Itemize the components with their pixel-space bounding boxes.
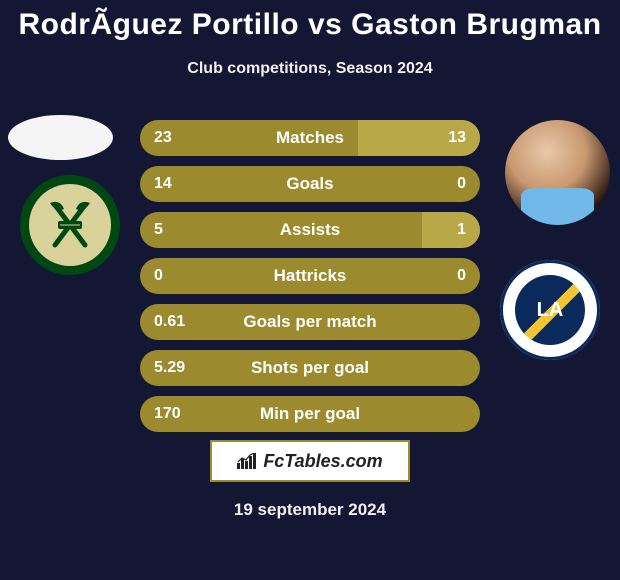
stat-value-left: 0 [154, 258, 163, 294]
stat-row: Shots per goal5.29 [140, 350, 480, 386]
brand-badge: FcTables.com [210, 440, 410, 482]
stats-panel: Matches2313Goals140Assists51Hattricks00G… [140, 120, 480, 442]
stat-value-left: 5.29 [154, 350, 185, 386]
stat-label: Matches [140, 120, 480, 156]
stat-value-right: 1 [457, 212, 466, 248]
stat-label: Shots per goal [140, 350, 480, 386]
stat-value-left: 14 [154, 166, 172, 202]
stat-value-left: 0.61 [154, 304, 185, 340]
subtitle: Club competitions, Season 2024 [0, 60, 620, 78]
stat-row: Goals14 0 [140, 166, 480, 202]
left-player-photo [8, 115, 113, 160]
stat-value-left: 5 [154, 212, 163, 248]
right-player-photo [505, 120, 610, 225]
left-club-badge [20, 175, 120, 275]
stat-label: Goals per match [140, 304, 480, 340]
stat-value-right: 0 [457, 258, 466, 294]
la-galaxy-icon: LA [515, 275, 585, 345]
stat-value-right: 0 [457, 166, 466, 202]
stat-row: Goals per match0.61 [140, 304, 480, 340]
stat-value-left: 170 [154, 396, 181, 432]
axe-icon [40, 195, 100, 255]
brand-label: FcTables.com [263, 451, 382, 472]
page-title: RodrÃ­guez Portillo vs Gaston Brugman [0, 0, 620, 42]
stat-label: Goals [140, 166, 480, 202]
brand-chart-icon [237, 453, 257, 469]
stat-row: Assists5 1 [140, 212, 480, 248]
stat-label: Hattricks [140, 258, 480, 294]
date-label: 19 september 2024 [0, 500, 620, 520]
stat-label: Assists [140, 212, 480, 248]
stat-row: Hattricks0 0 [140, 258, 480, 294]
timbers-icon [29, 184, 111, 266]
right-club-badge: LA [500, 260, 600, 360]
stat-row: Matches23 13 [140, 120, 480, 156]
stat-value-right: 13 [448, 120, 466, 156]
stat-value-left: 23 [154, 120, 172, 156]
stat-label: Min per goal [140, 396, 480, 432]
stat-row: Min per goal170 [140, 396, 480, 432]
